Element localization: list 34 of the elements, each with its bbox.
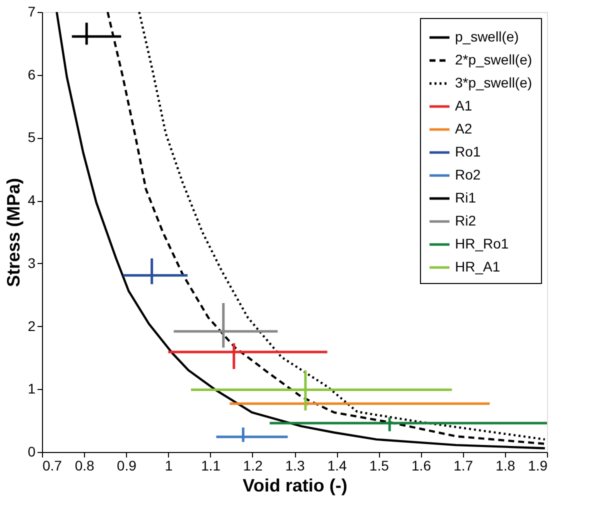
- legend-label: 2*p_swell(e): [455, 52, 532, 68]
- x-tick-label: 1.2: [243, 458, 263, 474]
- legend-label: Ro1: [455, 144, 481, 160]
- x-tick-label: 1.1: [201, 458, 221, 474]
- x-tick-label: 1.5: [369, 458, 390, 474]
- y-tick-label: 0: [28, 444, 36, 460]
- x-tick-label: 0.7: [42, 458, 62, 474]
- legend-label: HR_Ro1: [455, 236, 509, 252]
- y-tick-label: 2: [28, 318, 36, 334]
- y-tick-label: 7: [28, 4, 36, 20]
- x-tick-label: 0.9: [116, 458, 137, 474]
- legend-label: p_swell(e): [455, 28, 519, 44]
- x-tick-label: 1.4: [327, 458, 348, 474]
- x-tick-label: 1: [164, 458, 173, 474]
- x-axis-title: Void ratio (-): [242, 476, 348, 496]
- x-tick-label: 1.8: [496, 458, 516, 474]
- y-tick-label: 3: [28, 254, 36, 271]
- x-tick-label: 1.3: [285, 458, 305, 474]
- y-tick-label: 5: [28, 129, 36, 146]
- legend-label: Ri1: [455, 190, 476, 206]
- legend-label: A2: [455, 120, 472, 136]
- x-tick-label: 1.6: [412, 458, 432, 474]
- legend-label: HR_A1: [455, 258, 500, 274]
- y-tick-label: 6: [28, 66, 36, 82]
- y-tick-label: 4: [28, 192, 36, 208]
- x-tick-label: 1.7: [454, 458, 474, 474]
- y-tick-label: 1: [28, 380, 36, 397]
- x-tick-label: 1.9: [528, 458, 548, 474]
- y-axis-title: Stress (MPa): [4, 178, 24, 288]
- legend-label: 3*p_swell(e): [455, 74, 532, 90]
- x-tick-label: 0.8: [74, 458, 95, 474]
- legend-label: Ro2: [455, 166, 481, 182]
- legend-label: Ri2: [455, 212, 476, 228]
- legend-label: A1: [455, 98, 472, 114]
